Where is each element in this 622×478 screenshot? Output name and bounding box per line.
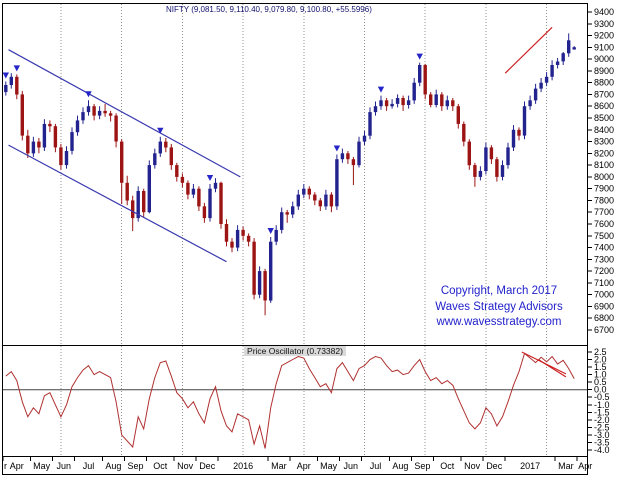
svg-text:1.5: 1.5 [594, 362, 607, 372]
svg-text:-2.5: -2.5 [594, 422, 610, 432]
svg-text:6900: 6900 [594, 301, 614, 311]
svg-text:2.0: 2.0 [594, 355, 607, 365]
svg-text:Jun: Jun [343, 461, 358, 471]
svg-text:-3.0: -3.0 [594, 430, 610, 440]
svg-text:Mar: Mar [558, 461, 574, 471]
svg-text:8100: 8100 [594, 160, 614, 170]
oscillator-y-axis: 2.52.01.51.00.50.0-0.5-1.0-1.5-2.0-2.5-3… [588, 347, 610, 455]
svg-text:-1.5: -1.5 [594, 407, 610, 417]
svg-text:Sep: Sep [414, 461, 430, 471]
price-trendlines [8, 26, 553, 263]
svg-text:0.0: 0.0 [594, 385, 607, 395]
svg-text:Jun: Jun [56, 461, 71, 471]
oscillator-trendlines [521, 351, 567, 378]
svg-text:9300: 9300 [594, 19, 614, 29]
svg-text:Nov: Nov [177, 461, 194, 471]
svg-text:7500: 7500 [594, 231, 614, 241]
svg-text:Jul: Jul [370, 461, 382, 471]
svg-text:8000: 8000 [594, 172, 614, 182]
svg-text:9200: 9200 [594, 31, 614, 41]
svg-text:Aug: Aug [392, 461, 408, 471]
svg-text:-4.0: -4.0 [594, 445, 610, 455]
vertical-gridlines [60, 4, 548, 456]
svg-text:2.5: 2.5 [594, 347, 607, 357]
svg-text:6800: 6800 [594, 313, 614, 323]
svg-text:Mar: Mar [271, 461, 287, 471]
svg-text:8200: 8200 [594, 148, 614, 158]
svg-text:1.0: 1.0 [594, 370, 607, 380]
svg-text:9400: 9400 [594, 7, 614, 17]
svg-text:Nov: Nov [464, 461, 481, 471]
svg-text:2017: 2017 [520, 461, 540, 471]
svg-text:-1.0: -1.0 [594, 400, 610, 410]
svg-text:7600: 7600 [594, 219, 614, 229]
price-y-axis: 9400930092009100900089008800870086008500… [588, 7, 614, 335]
svg-text:Jul: Jul [83, 461, 95, 471]
svg-text:May: May [320, 461, 338, 471]
svg-text:6700: 6700 [594, 325, 614, 335]
svg-text:8500: 8500 [594, 113, 614, 123]
svg-text:9000: 9000 [594, 54, 614, 64]
svg-text:Sep: Sep [127, 461, 143, 471]
oscillator-line [5, 352, 575, 449]
svg-text:Apr: Apr [10, 461, 24, 471]
svg-text:Dec: Dec [199, 461, 216, 471]
svg-text:9100: 9100 [594, 42, 614, 52]
svg-text:7100: 7100 [594, 278, 614, 288]
svg-text:May: May [33, 461, 51, 471]
svg-text:7900: 7900 [594, 184, 614, 194]
svg-text:-3.5: -3.5 [594, 438, 610, 448]
svg-text:8400: 8400 [594, 125, 614, 135]
x-axis: Apr May Jun Jul Aug Sep Oct Nov Dec 2016 Mar Apr May… [2, 457, 592, 471]
candlestick-series [4, 33, 576, 316]
svg-text:8300: 8300 [594, 137, 614, 147]
svg-text:7800: 7800 [594, 195, 614, 205]
svg-text:2016: 2016 [233, 461, 253, 471]
svg-text:8900: 8900 [594, 66, 614, 76]
svg-text:7000: 7000 [594, 290, 614, 300]
svg-text:Apr: Apr [297, 461, 311, 471]
svg-text:Oct: Oct [153, 461, 168, 471]
svg-text:7400: 7400 [594, 243, 614, 253]
svg-text:8600: 8600 [594, 101, 614, 111]
svg-text:-0.5: -0.5 [594, 392, 610, 402]
svg-text:7700: 7700 [594, 207, 614, 217]
svg-text:0.5: 0.5 [594, 377, 607, 387]
wave-markers [2, 53, 423, 234]
panel-frames [2, 3, 588, 475]
svg-text:7300: 7300 [594, 254, 614, 264]
svg-text:Aug: Aug [105, 461, 121, 471]
svg-text:7200: 7200 [594, 266, 614, 276]
svg-text:-2.0: -2.0 [594, 415, 610, 425]
svg-text:8700: 8700 [594, 89, 614, 99]
svg-text:Dec: Dec [486, 461, 503, 471]
svg-text:Apr: Apr [578, 461, 592, 471]
svg-text:Oct: Oct [440, 461, 455, 471]
svg-text:r: r [4, 461, 7, 471]
svg-text:8800: 8800 [594, 78, 614, 88]
